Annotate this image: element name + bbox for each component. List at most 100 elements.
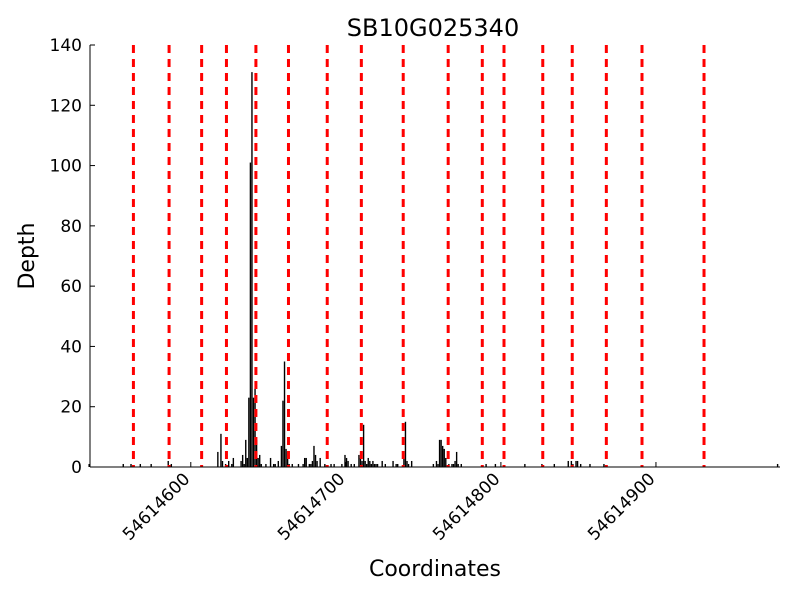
y-tick-label: 80 <box>60 217 82 237</box>
depth-bar <box>313 445 315 467</box>
depth-bar <box>269 457 272 467</box>
y-tick-label: 20 <box>60 398 82 418</box>
depth-bar <box>345 457 348 467</box>
depth-bar <box>341 463 343 467</box>
depth-bar <box>260 463 262 467</box>
y-ticks: 0 20 40 60 80 100 120 140 <box>50 36 95 478</box>
depth-bar <box>358 454 360 467</box>
depth-bar <box>122 463 124 467</box>
depth-bar <box>308 463 311 467</box>
depth-bar <box>333 463 335 467</box>
depth-bar <box>454 460 456 467</box>
depth-bar <box>150 463 152 467</box>
axes <box>89 45 780 468</box>
depth-bar <box>245 439 247 467</box>
depth-bar <box>291 463 293 467</box>
depth-bar <box>249 162 252 468</box>
depth-bar <box>438 439 441 467</box>
depth-bar <box>589 463 591 467</box>
depth-bar <box>403 457 405 467</box>
depth-bar <box>362 424 365 467</box>
depth-bar <box>241 454 244 467</box>
depth-bar <box>432 463 435 467</box>
y-tick-label: 40 <box>60 337 82 357</box>
depth-bar <box>579 463 582 467</box>
depth-bar <box>359 457 362 467</box>
depth-bar <box>452 463 455 467</box>
depth-bar <box>373 463 376 467</box>
depth-bar <box>252 397 255 467</box>
depth-bar <box>410 460 413 467</box>
depth-bar <box>265 463 267 467</box>
depth-bar <box>350 463 352 467</box>
depth-bar <box>251 72 253 467</box>
depth-bar <box>303 457 306 467</box>
depth-bar <box>297 463 300 467</box>
y-axis-label: Depth <box>15 222 40 289</box>
depth-bar <box>314 454 317 467</box>
depth-bar <box>443 448 445 467</box>
depth-bar <box>384 463 387 467</box>
depth-bar <box>170 463 173 467</box>
y-tick-label: 120 <box>50 96 82 116</box>
depth-bar <box>305 457 307 467</box>
depth-bar <box>285 448 287 467</box>
depth-bar <box>259 454 261 467</box>
depth-bar <box>524 463 526 467</box>
depth-bar <box>330 463 332 467</box>
depth-bar <box>272 463 275 467</box>
marker-lines-layer <box>131 45 706 467</box>
depth-bar <box>130 463 132 467</box>
depth-bar <box>246 457 249 467</box>
depth-bar <box>372 460 374 467</box>
depth-bar <box>228 460 230 467</box>
depth-bar <box>404 421 407 467</box>
depth-bar <box>576 460 579 467</box>
depth-bar <box>274 463 276 467</box>
depth-bar <box>392 460 394 467</box>
depth-bar <box>231 463 233 467</box>
depth-bar <box>375 463 377 467</box>
depth-bar <box>575 460 577 467</box>
chart-title: SB10G025340 <box>347 14 519 42</box>
depth-bar <box>139 463 142 467</box>
depth-bar <box>494 463 497 467</box>
y-tick-label: 140 <box>50 36 82 56</box>
depth-bar <box>485 463 487 467</box>
depth-bar <box>370 463 373 467</box>
depth-bar <box>553 463 556 467</box>
depth-bar <box>257 457 259 467</box>
y-tick-label: 100 <box>50 157 82 177</box>
depth-bar <box>567 460 569 467</box>
depth-bar <box>445 457 447 467</box>
depth-bar <box>283 361 286 467</box>
depth-bar <box>282 400 284 467</box>
depth-bar <box>361 460 363 467</box>
depth-bar <box>248 397 250 467</box>
depth-bar <box>316 460 318 467</box>
depth-bar <box>286 451 289 467</box>
depth-bar <box>369 460 371 467</box>
depth-bar <box>395 463 397 467</box>
x-tick-label: 54614800 <box>429 469 504 544</box>
depth-bar <box>406 460 408 467</box>
depth-bar <box>776 463 779 467</box>
depth-bar <box>277 460 280 467</box>
depth-bar <box>570 460 573 467</box>
depth-bar <box>232 457 235 467</box>
depth-bar <box>220 433 222 467</box>
x-tick-label: 54614700 <box>274 469 349 544</box>
depth-bar <box>302 463 304 467</box>
depth-bar <box>460 463 462 467</box>
x-tick-label: 54614900 <box>584 469 659 544</box>
depth-bar <box>221 460 224 467</box>
depth-bar <box>441 445 444 467</box>
depth-bar <box>455 451 458 467</box>
depth-bar <box>280 445 283 467</box>
depth-bar <box>217 451 219 467</box>
x-axis-label: Coordinates <box>369 557 501 582</box>
depth-bar <box>243 463 245 467</box>
depth-bar <box>366 463 368 467</box>
depth-bar <box>407 463 410 467</box>
depth-bar <box>435 460 438 467</box>
